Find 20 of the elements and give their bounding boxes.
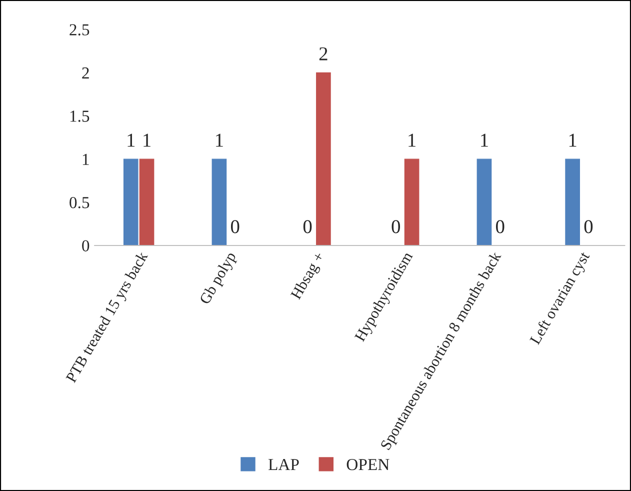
data-label: 2: [319, 47, 328, 60]
legend-label: LAP: [268, 458, 299, 470]
data-label: 0: [230, 220, 240, 234]
data-label: 1: [144, 134, 150, 147]
data-label: 0: [496, 220, 504, 234]
y-tick-label: 1.5: [70, 110, 90, 122]
data-label: 0: [392, 220, 400, 234]
y-tick-label: 2: [82, 67, 89, 78]
y-tick-label: 0: [82, 240, 90, 252]
data-label: 0: [303, 220, 312, 234]
y-tick-label: 1: [82, 154, 89, 165]
data-label: 1: [216, 134, 223, 147]
data-label: 0: [584, 220, 593, 234]
data-label: 1: [481, 134, 488, 147]
legend-label: OPEN: [346, 458, 390, 470]
data-label: 1: [408, 134, 416, 147]
y-tick-label: 2.5: [70, 24, 90, 36]
data-label: 1: [128, 134, 135, 147]
y-tick-label: 0.5: [70, 196, 90, 208]
data-label: 1: [569, 134, 576, 147]
